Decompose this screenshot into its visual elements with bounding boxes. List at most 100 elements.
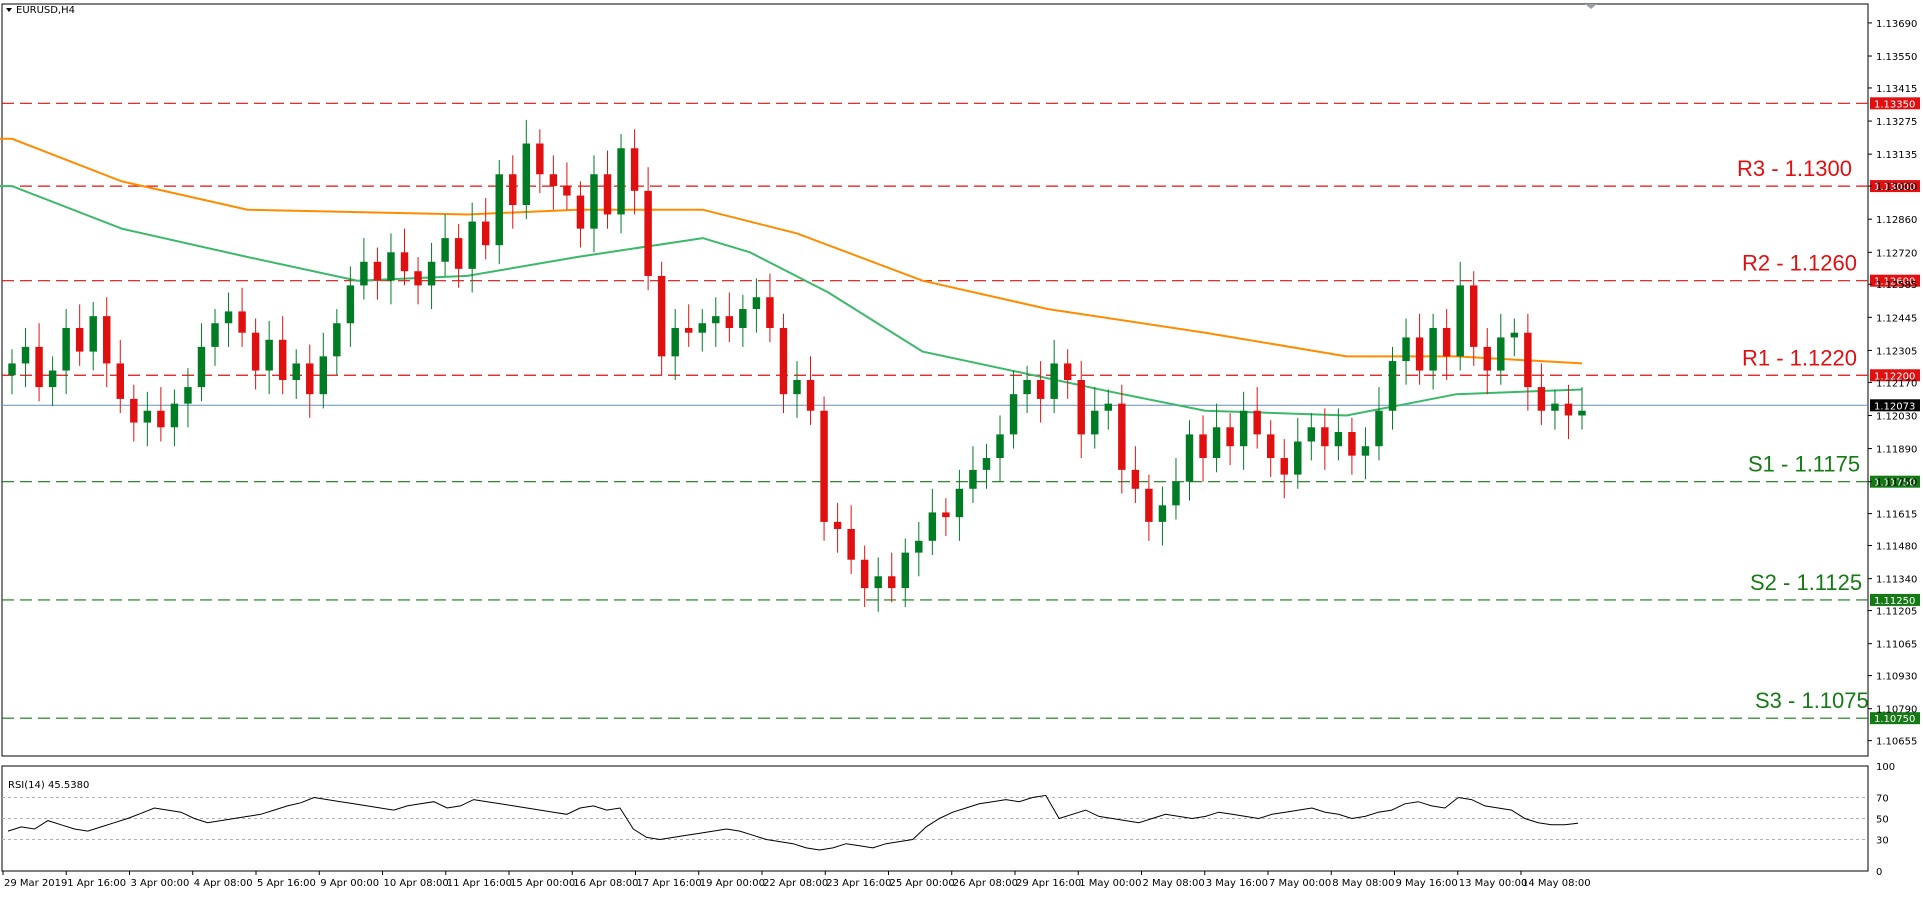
- candle-body: [509, 174, 517, 206]
- candle-body: [454, 238, 463, 269]
- level-price-box-label: 1.13350: [1874, 99, 1915, 110]
- price-tick-label: 1.12860: [1876, 215, 1917, 226]
- level-price-box-label: 1.11750: [1874, 478, 1915, 489]
- candle-body: [536, 143, 544, 175]
- candle-body: [441, 238, 449, 262]
- price-tick-label: 1.13550: [1876, 52, 1917, 63]
- candle-body: [170, 403, 179, 428]
- candle-body: [414, 271, 422, 286]
- current-price-box: [1870, 399, 1920, 412]
- candle-body: [1537, 387, 1546, 411]
- candle-body: [427, 261, 436, 286]
- time-tick-label: 10 Apr 08:00: [384, 878, 449, 889]
- candle-body: [35, 346, 43, 388]
- candle-body: [21, 346, 30, 364]
- level-label: R1 - 1.1220: [1742, 345, 1857, 370]
- candle-body: [211, 323, 219, 347]
- time-tick-label: 1 May 00:00: [1079, 878, 1141, 889]
- price-tick-label: 1.12445: [1876, 313, 1917, 324]
- candle-body: [1091, 410, 1099, 435]
- candle-body: [1036, 380, 1045, 399]
- price-tick-label: 1.12170: [1876, 378, 1917, 389]
- candle-body: [820, 410, 828, 522]
- time-tick-label: 4 Apr 08:00: [194, 878, 253, 889]
- moving-average-long-line: [0, 137, 1583, 365]
- time-tick-label: 29 Apr 16:00: [1016, 878, 1081, 889]
- candle-body: [1063, 363, 1072, 380]
- candle-body: [1280, 458, 1288, 475]
- price-tick-label: 1.12305: [1876, 346, 1917, 357]
- rsi-tick-label: 50: [1876, 815, 1889, 826]
- candle-body: [1497, 337, 1505, 371]
- time-tick-label: 3 May 16:00: [1206, 878, 1268, 889]
- level-label: S3 - 1.1075: [1755, 688, 1869, 713]
- candle-body: [1172, 481, 1180, 506]
- candle-body: [8, 363, 16, 376]
- candle-body: [630, 148, 639, 191]
- candle-body: [590, 174, 598, 229]
- candle-body: [549, 174, 558, 187]
- level-price-box: [1870, 180, 1920, 193]
- time-tick-label: 2 May 08:00: [1143, 878, 1205, 889]
- candle-body: [333, 323, 341, 357]
- time-tick-label: 1 Apr 16:00: [67, 878, 126, 889]
- price-tick-label: 1.13135: [1876, 150, 1917, 161]
- candle-body: [603, 174, 612, 215]
- price-tick-label: 1.13690: [1876, 19, 1917, 30]
- candle-body: [48, 370, 57, 388]
- candle-body: [1321, 427, 1329, 447]
- time-tick-label: 23 Apr 16:00: [826, 878, 891, 889]
- candle-body: [1131, 469, 1140, 489]
- level-price-box: [1870, 369, 1920, 382]
- candle-body: [1524, 332, 1532, 388]
- rsi-panel: 100 70 50 30 0: [2, 762, 1895, 878]
- candle-body: [1470, 285, 1478, 347]
- chart-shift-marker-icon[interactable]: [1585, 4, 1597, 9]
- candle-body: [563, 186, 571, 196]
- candle-body: [373, 261, 382, 281]
- candle-body: [346, 285, 355, 324]
- symbol-dropdown-icon[interactable]: [6, 8, 12, 12]
- level-label: R3 - 1.1300: [1737, 156, 1852, 181]
- candle-body: [833, 521, 842, 529]
- candle-body: [1199, 434, 1207, 459]
- candle-body: [1118, 403, 1126, 470]
- candle-body: [793, 380, 801, 395]
- candle-body: [901, 552, 909, 589]
- support-resistance-levels: 1.13350 1.13000 R3 - 1.1300 1.12600 R2 - 1.1…: [2, 97, 1920, 725]
- candle-body: [251, 332, 260, 371]
- level-price-box-label: 1.11250: [1874, 596, 1915, 607]
- moving-averages: [0, 137, 1583, 417]
- price-tick-label: 1.11750: [1876, 478, 1917, 489]
- candle-body: [292, 363, 300, 380]
- price-tick-label: 1.11480: [1876, 542, 1917, 553]
- candle-body: [1334, 432, 1343, 447]
- price-tick-label: 1.11340: [1876, 575, 1917, 586]
- candle-body: [1294, 441, 1302, 475]
- time-tick-label: 15 Apr 00:00: [510, 878, 575, 889]
- candle-body: [1239, 410, 1248, 447]
- current-price-label: 1.12073: [1874, 401, 1915, 412]
- rsi-tick-label: 70: [1876, 794, 1889, 805]
- candle-body: [657, 275, 666, 357]
- candle-body: [617, 148, 625, 215]
- candle-body: [130, 398, 138, 423]
- candle-body: [671, 327, 679, 357]
- chart-title-group: EURUSD,H4: [6, 4, 1597, 16]
- candle-body: [265, 339, 273, 371]
- candle-body: [644, 190, 652, 276]
- candle-body: [712, 316, 720, 324]
- candle-body: [522, 143, 531, 206]
- candlesticks: [8, 119, 1586, 612]
- time-axis: 29 Mar 2019 1 Apr 16:00 3 Apr 00:00 4 Apr 0…: [2, 870, 1868, 889]
- time-tick-label: 29 Mar 2019: [4, 878, 67, 889]
- candle-body: [1077, 380, 1085, 435]
- candle-body: [1388, 361, 1397, 411]
- candle-body: [1442, 327, 1451, 357]
- price-tick-label: 1.10790: [1876, 705, 1917, 716]
- candle-body: [685, 327, 693, 333]
- price-axis: 1.13690 1.13550 1.13415 1.13275 1.13135 1.130…: [1868, 19, 1917, 748]
- candle-body: [1456, 285, 1464, 357]
- level-price-box-label: 1.13000: [1874, 182, 1915, 193]
- candle-body: [278, 339, 287, 380]
